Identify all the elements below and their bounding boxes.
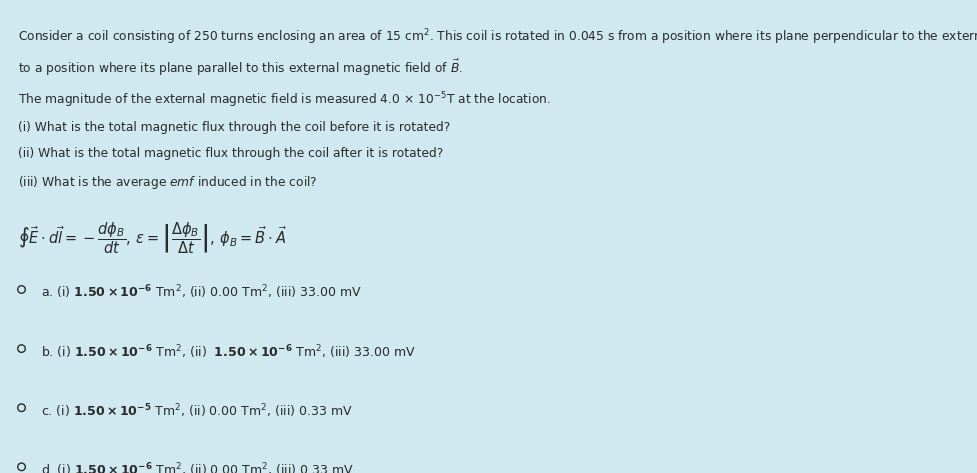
Text: $\oint \vec{E}\cdot d\vec{l} = -\dfrac{d\phi_B}{dt},\,\varepsilon = \left|\dfrac: $\oint \vec{E}\cdot d\vec{l} = -\dfrac{d… (18, 220, 286, 255)
Text: to a position where its plane parallel to this external magnetic field of $\vec{: to a position where its plane parallel t… (18, 58, 462, 78)
Text: (ii) What is the total magnetic flux through the coil after it is rotated?: (ii) What is the total magnetic flux thr… (18, 147, 443, 159)
Text: b. (i) $\mathbf{1.50 \times 10^{-6}}$ Tm$^2$, (ii)  $\mathbf{1.50 \times 10^{-6}: b. (i) $\mathbf{1.50 \times 10^{-6}}$ Tm… (41, 343, 415, 360)
Text: a. (i) $\mathbf{1.50 \times 10^{-6}}$ Tm$^2$, (ii) 0.00 Tm$^2$, (iii) 33.00 mV: a. (i) $\mathbf{1.50 \times 10^{-6}}$ Tm… (41, 284, 361, 301)
Text: The magnitude of the external magnetic field is measured 4.0 $\times$ 10$^{-5}$T: The magnitude of the external magnetic f… (18, 91, 550, 110)
Text: d. (i) $\mathbf{1.50 \times 10^{-6}}$ Tm$^2$, (ii) 0.00 Tm$^2$, (iii) 0.33 mV: d. (i) $\mathbf{1.50 \times 10^{-6}}$ Tm… (41, 461, 354, 473)
Text: (iii) What is the average $emf$ induced in the coil?: (iii) What is the average $emf$ induced … (18, 174, 317, 191)
Text: (i) What is the total magnetic flux through the coil before it is rotated?: (i) What is the total magnetic flux thro… (18, 121, 449, 133)
Text: c. (i) $\mathbf{1.50 \times 10^{-5}}$ Tm$^2$, (ii) 0.00 Tm$^2$, (iii) 0.33 mV: c. (i) $\mathbf{1.50 \times 10^{-5}}$ Tm… (41, 402, 353, 420)
Text: Consider a coil consisting of 250 turns enclosing an area of 15 cm$^2$. This coi: Consider a coil consisting of 250 turns … (18, 26, 977, 46)
